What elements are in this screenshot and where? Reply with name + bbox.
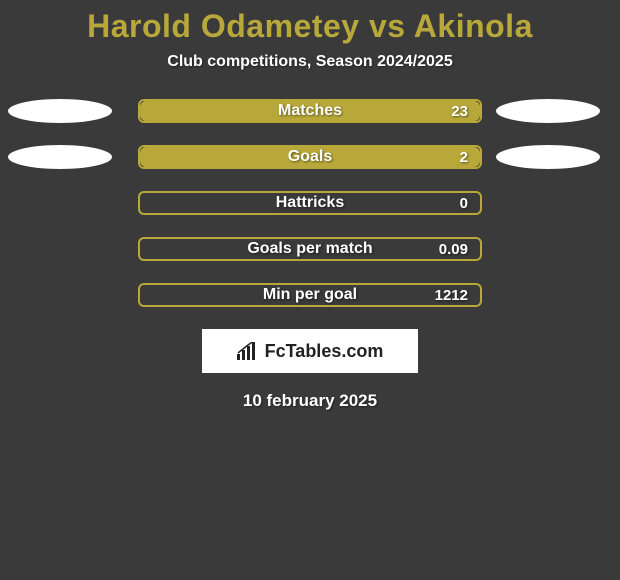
player-right-ellipse — [496, 99, 600, 123]
subtitle: Club competitions, Season 2024/2025 — [0, 53, 620, 71]
logo-box: FcTables.com — [202, 329, 418, 373]
player-left-ellipse — [8, 145, 112, 169]
stat-value: 23 — [451, 103, 468, 120]
stat-value: 0 — [460, 195, 468, 212]
stat-value: 2 — [460, 149, 468, 166]
stat-bar: Min per goal1212 — [138, 283, 482, 307]
stats-rows: Matches23 Goals2 Hattricks0 Goals per match… — [0, 99, 620, 307]
stat-bar: Hattricks0 — [138, 191, 482, 215]
stat-label: Hattricks — [140, 194, 480, 212]
page-title: Harold Odametey vs Akinola — [0, 0, 620, 45]
player-right-ellipse — [496, 145, 600, 169]
stat-row: Goals per match0.09 — [0, 237, 620, 261]
player-left-ellipse — [8, 99, 112, 123]
stat-bar: Goals per match0.09 — [138, 237, 482, 261]
stat-row: Matches23 — [0, 99, 620, 123]
chart-icon — [237, 342, 259, 360]
stat-bar: Goals2 — [138, 145, 482, 169]
stat-value: 1212 — [435, 287, 468, 304]
stat-row: Min per goal1212 — [0, 283, 620, 307]
date-text: 10 february 2025 — [0, 391, 620, 411]
stat-row: Goals2 — [0, 145, 620, 169]
stat-label: Goals — [140, 148, 480, 166]
stat-row: Hattricks0 — [0, 191, 620, 215]
stat-label: Goals per match — [140, 240, 480, 258]
stat-label: Min per goal — [140, 286, 480, 304]
comparison-infographic: Harold Odametey vs Akinola Club competit… — [0, 0, 620, 580]
stat-bar: Matches23 — [138, 99, 482, 123]
stat-value: 0.09 — [439, 241, 468, 258]
logo-text: FcTables.com — [265, 341, 384, 362]
stat-label: Matches — [140, 102, 480, 120]
